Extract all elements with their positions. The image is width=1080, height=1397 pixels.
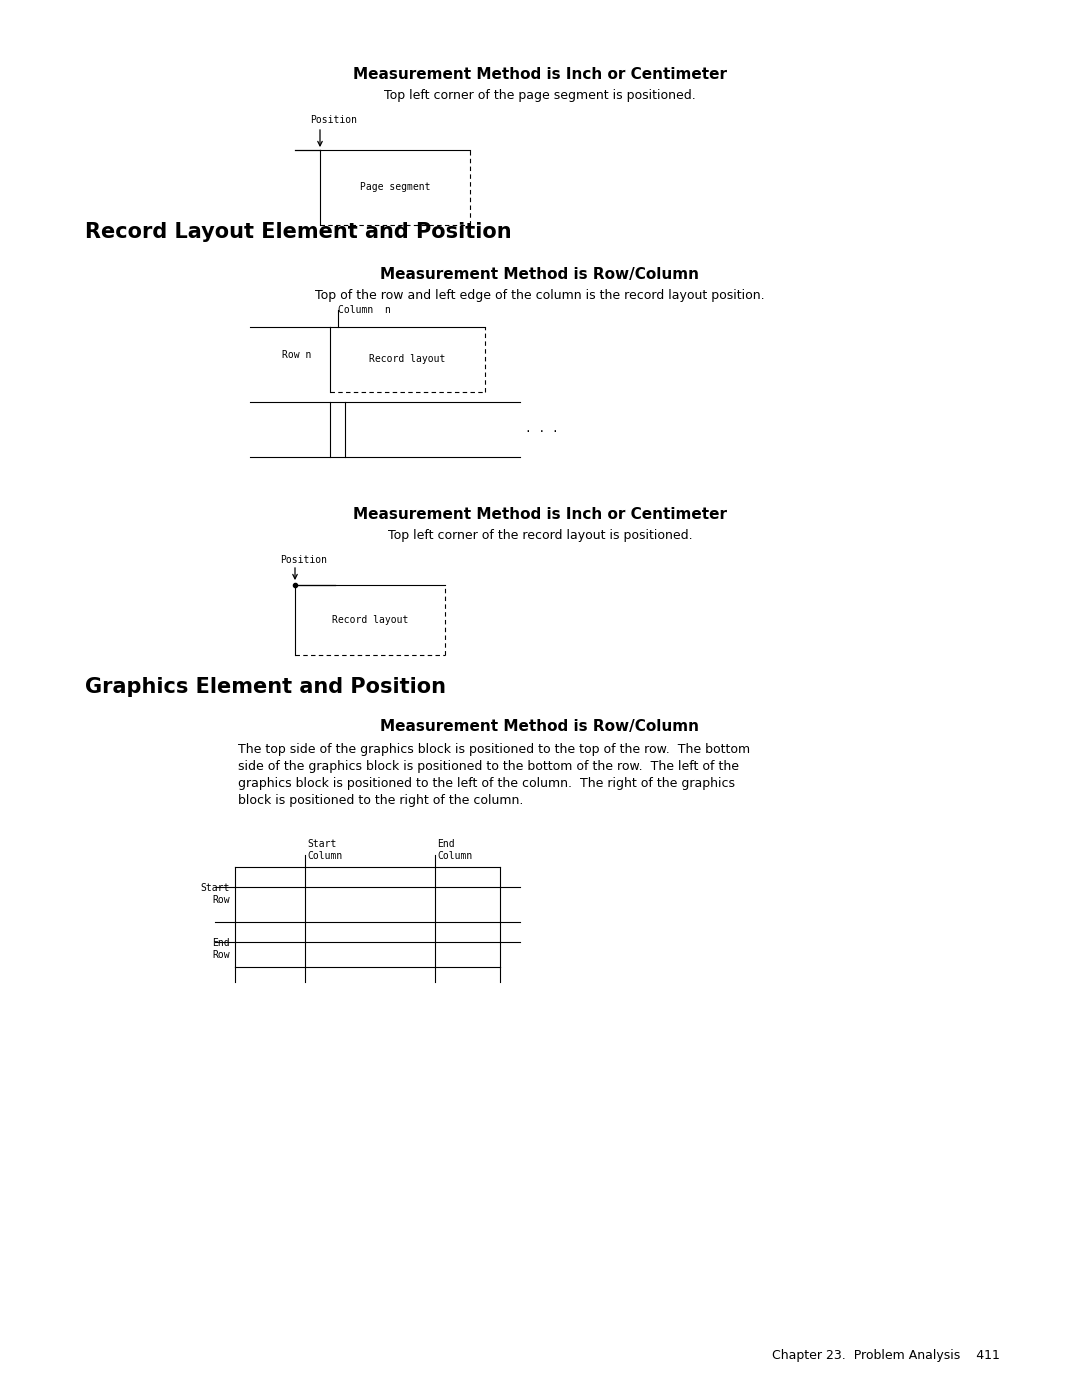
Text: Start
Row: Start Row <box>201 883 230 905</box>
Text: End
Column: End Column <box>437 840 472 861</box>
Text: End
Row: End Row <box>213 937 230 960</box>
Text: Measurement Method is Inch or Centimeter: Measurement Method is Inch or Centimeter <box>353 67 727 82</box>
Text: Graphics Element and Position: Graphics Element and Position <box>85 678 446 697</box>
Text: block is positioned to the right of the column.: block is positioned to the right of the … <box>238 793 524 807</box>
Text: graphics block is positioned to the left of the column.  The right of the graphi: graphics block is positioned to the left… <box>238 777 735 789</box>
Text: Column  n: Column n <box>338 305 391 314</box>
Text: Measurement Method is Inch or Centimeter: Measurement Method is Inch or Centimeter <box>353 507 727 522</box>
Text: Start
Column: Start Column <box>307 840 342 861</box>
Text: Chapter 23.  Problem Analysis    411: Chapter 23. Problem Analysis 411 <box>772 1350 1000 1362</box>
Text: Record Layout Element and Position: Record Layout Element and Position <box>85 222 512 242</box>
Text: . . .: . . . <box>525 425 558 434</box>
Text: side of the graphics block is positioned to the bottom of the row.  The left of : side of the graphics block is positioned… <box>238 760 739 773</box>
Text: Row n: Row n <box>282 351 311 360</box>
Text: Top of the row and left edge of the column is the record layout position.: Top of the row and left edge of the colu… <box>315 289 765 302</box>
Text: Record layout: Record layout <box>332 615 408 624</box>
Text: Measurement Method is Row/Column: Measurement Method is Row/Column <box>380 719 700 733</box>
Text: Measurement Method is Row/Column: Measurement Method is Row/Column <box>380 267 700 282</box>
Text: Page segment: Page segment <box>360 183 430 193</box>
Text: Top left corner of the page segment is positioned.: Top left corner of the page segment is p… <box>384 89 696 102</box>
Text: Record layout: Record layout <box>369 355 446 365</box>
Text: Top left corner of the record layout is positioned.: Top left corner of the record layout is … <box>388 529 692 542</box>
Text: Position: Position <box>280 555 327 564</box>
Text: Position: Position <box>310 115 357 124</box>
Text: The top side of the graphics block is positioned to the top of the row.  The bot: The top side of the graphics block is po… <box>238 743 751 756</box>
